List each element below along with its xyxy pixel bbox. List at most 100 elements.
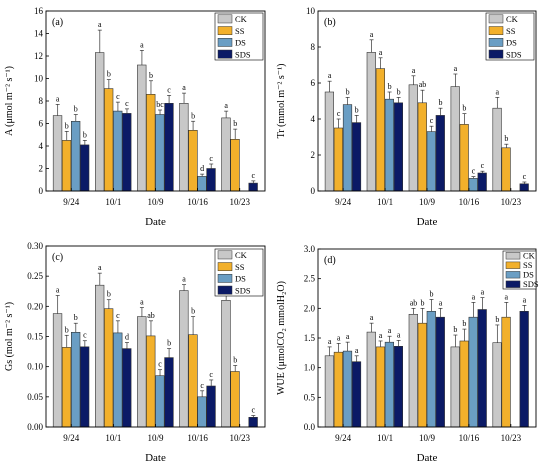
panel-label: (d) [324, 255, 336, 266]
y-tick-label: 2 [39, 164, 44, 174]
bar [342, 104, 353, 192]
bar [230, 371, 240, 428]
significance-letter: a [481, 288, 485, 297]
bar [179, 103, 189, 192]
y-tick-label: 0.5 [304, 392, 316, 402]
y-tick-label: 14 [34, 29, 44, 39]
bar [113, 110, 123, 192]
x-axis-label: Date [417, 216, 438, 228]
y-tick-label: 0.25 [27, 271, 43, 281]
legend-label: SDS [506, 49, 522, 59]
significance-letter: c [209, 370, 213, 379]
y-tick-label: 6 [311, 78, 316, 88]
bar [164, 357, 174, 428]
significance-letter: c [83, 331, 87, 340]
significance-letter: a [370, 313, 374, 322]
significance-letter: c [116, 92, 120, 101]
x-axis-label: Date [145, 452, 166, 464]
significance-letter: c [523, 172, 527, 181]
panel-label: (a) [52, 17, 63, 28]
x-tick-label: 10/16 [459, 197, 480, 207]
bar [366, 331, 376, 428]
bar [333, 127, 344, 192]
y-axis-label: Gs (mol m⁻² s⁻¹) [4, 302, 15, 371]
significance-letter: c [125, 99, 129, 108]
bar [206, 385, 216, 428]
significance-letter: b [495, 315, 499, 324]
significance-letter: b [388, 82, 392, 91]
bar [61, 347, 72, 428]
significance-letter: b [191, 111, 195, 120]
y-tick-label: 6 [39, 119, 44, 129]
bar [351, 361, 362, 428]
legend-swatch [505, 271, 521, 279]
x-tick-label: 10/16 [187, 433, 208, 443]
bar [164, 103, 174, 192]
significance-letter: a [328, 71, 332, 80]
significance-letter: d [200, 164, 204, 173]
significance-letter: a [370, 30, 374, 39]
significance-letter: ab [410, 298, 418, 307]
x-axis-label: Date [145, 216, 166, 228]
significance-letter: b [74, 313, 78, 322]
significance-letter: b [107, 70, 111, 79]
bar [221, 117, 231, 192]
significance-letter: b [83, 130, 87, 139]
bar [435, 115, 445, 192]
significance-letter: b [74, 105, 78, 114]
significance-letter: b [453, 325, 457, 334]
bar [146, 335, 156, 428]
bar [459, 340, 469, 428]
bar [408, 84, 418, 192]
legend-label: CK [506, 14, 519, 24]
significance-letter: b [462, 104, 466, 113]
bar [248, 182, 258, 192]
legend-swatch [488, 49, 504, 59]
significance-letter: b [397, 87, 401, 96]
significance-letter: a [224, 101, 228, 110]
significance-letter: c [116, 311, 120, 320]
significance-letter: b [233, 119, 237, 128]
legend-label: SS [235, 26, 245, 36]
x-tick-label: 10/23 [501, 197, 522, 207]
significance-letter: a [505, 292, 509, 301]
bar [492, 342, 502, 428]
significance-letter: ab [147, 311, 155, 320]
significance-letter: a [140, 298, 144, 307]
bar [197, 396, 207, 428]
y-tick-label: 10 [306, 6, 316, 16]
significance-letter: c [481, 161, 485, 170]
bar [468, 316, 478, 428]
legend-swatch [488, 14, 504, 24]
legend-label: CK [235, 250, 248, 260]
significance-letter: b [191, 307, 195, 316]
bar [459, 124, 469, 192]
bar [71, 331, 81, 428]
y-tick-label: 8 [311, 42, 316, 52]
significance-letter: a [496, 87, 500, 96]
significance-letter: a [98, 20, 102, 29]
significance-letter: c [200, 381, 204, 390]
y-tick-label: 2 [311, 150, 316, 160]
significance-letter: b [355, 105, 359, 114]
y-axis-label: WUE (μmolCO₂ mmolH₂O) [276, 281, 287, 395]
y-tick-label: 12 [34, 51, 43, 61]
bar [477, 172, 487, 192]
bar [384, 341, 395, 428]
bar [104, 88, 114, 192]
y-tick-label: 0 [39, 186, 44, 196]
significance-letter: a [523, 295, 527, 304]
y-tick-label: 2.5 [304, 274, 316, 284]
x-tick-label: 10/23 [501, 433, 522, 443]
bar [146, 94, 156, 192]
bar [188, 130, 198, 192]
panel-label: (b) [324, 17, 336, 28]
bar [501, 316, 511, 428]
bar [408, 313, 418, 428]
significance-letter: a [56, 286, 60, 295]
significance-letter: b [65, 121, 69, 130]
y-tick-label: 0.05 [27, 392, 43, 402]
legend-label: CK [235, 14, 248, 24]
